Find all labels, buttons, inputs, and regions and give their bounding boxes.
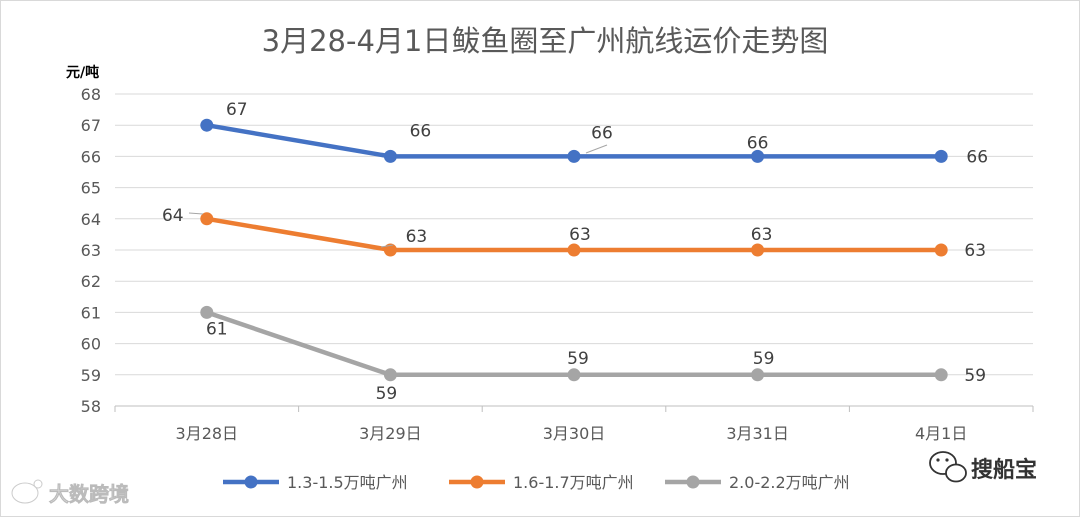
y-tick-label: 58 — [81, 397, 101, 416]
x-tick-label: 3月28日 — [176, 424, 239, 443]
legend-label: 1.3-1.5万吨广州 — [287, 473, 408, 492]
legend-item-1: 1.3-1.5万吨广州 — [223, 473, 408, 492]
y-tick-label: 65 — [81, 179, 101, 198]
y-tick-label: 67 — [81, 116, 101, 135]
leader-line — [585, 144, 608, 154]
legend-swatch-marker — [686, 475, 700, 489]
legend-label: 2.0-2.2万吨广州 — [729, 473, 850, 492]
data-label: 59 — [753, 349, 775, 369]
series-group: 67 66 66 66 66 64 63 63 63 63 61 59 59 59 59 — [162, 100, 988, 404]
data-point — [934, 149, 948, 163]
data-label: 66 — [591, 123, 613, 143]
legend-item-3: 2.0-2.2万吨广州 — [665, 473, 850, 492]
y-tick-label: 61 — [81, 303, 101, 322]
data-label: 61 — [206, 319, 228, 339]
series-2: 64 63 63 63 63 — [162, 206, 986, 261]
y-tick-label: 64 — [81, 210, 101, 229]
data-label: 64 — [162, 206, 184, 226]
x-tick-label: 3月30日 — [543, 424, 606, 443]
series-3: 61 59 59 59 59 — [200, 305, 986, 404]
x-axis — [114, 405, 1034, 412]
y-tick-label: 63 — [81, 241, 101, 260]
chart-title: 3月28-4月1日鲅鱼圈至广州航线运价走势图 — [262, 24, 829, 58]
data-label: 66 — [747, 133, 769, 153]
data-label: 67 — [226, 100, 248, 120]
legend-label: 1.6-1.7万吨广州 — [513, 473, 634, 492]
data-point — [200, 305, 214, 319]
data-point — [934, 368, 948, 382]
legend-item-2: 1.6-1.7万吨广州 — [449, 473, 634, 492]
data-label: 63 — [406, 227, 428, 247]
legend: 1.3-1.5万吨广州 1.6-1.7万吨广州 2.0-2.2万吨广州 — [223, 473, 850, 492]
data-point — [934, 243, 948, 257]
y-tick-label: 66 — [81, 147, 101, 166]
wechat-icon — [929, 451, 967, 483]
watermark-right-text: 搜船宝 — [971, 457, 1037, 483]
y-axis-ticks: 58 59 60 61 62 63 64 65 66 67 68 — [81, 85, 101, 416]
watermark-left-text: 大数跨境 — [49, 482, 129, 506]
data-label: 63 — [751, 225, 773, 245]
y-tick-label: 60 — [81, 335, 101, 354]
legend-swatch-marker — [470, 475, 484, 489]
leader-line — [380, 244, 394, 248]
y-tick-label: 59 — [81, 366, 101, 385]
x-tick-label: 3月31日 — [726, 424, 789, 443]
series-1: 67 66 66 66 66 — [200, 100, 988, 167]
data-label: 59 — [567, 349, 589, 369]
legend-swatch-marker — [244, 475, 258, 489]
data-point — [567, 243, 581, 257]
leader-line — [188, 212, 204, 215]
data-point — [751, 368, 765, 382]
weibo-icon — [10, 479, 43, 505]
x-tick-label: 3月29日 — [359, 424, 422, 443]
data-point — [383, 368, 397, 382]
watermark-right: 搜船宝 — [929, 451, 1037, 483]
y-tick-label: 68 — [81, 85, 101, 104]
data-label: 63 — [964, 241, 986, 261]
data-point — [567, 368, 581, 382]
watermark-left: 大数跨境 — [10, 479, 129, 506]
x-tick-label: 4月1日 — [915, 424, 967, 443]
data-label: 63 — [569, 225, 591, 245]
y-tick-label: 62 — [81, 272, 101, 291]
data-point — [200, 118, 214, 132]
data-point — [383, 149, 397, 163]
data-point — [383, 243, 397, 257]
x-axis-ticks: 3月28日 3月29日 3月30日 3月31日 4月1日 — [176, 424, 968, 443]
data-label: 66 — [410, 121, 432, 141]
data-point — [200, 212, 214, 226]
data-point — [751, 243, 765, 257]
data-point — [751, 149, 765, 163]
data-point — [567, 149, 581, 163]
data-label: 59 — [964, 366, 986, 386]
data-label: 66 — [966, 147, 988, 167]
y-axis-unit: 元/吨 — [66, 64, 99, 81]
data-label: 59 — [376, 384, 398, 404]
